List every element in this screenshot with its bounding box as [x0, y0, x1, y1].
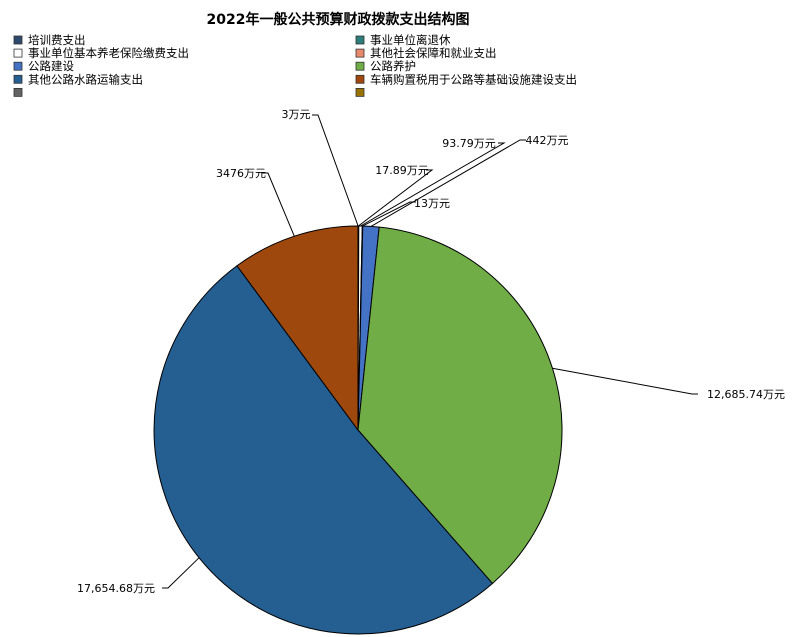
legend-swatch-6 — [13, 74, 23, 84]
leader-line-0 — [312, 114, 359, 227]
pie-slices — [153, 225, 563, 635]
data-label-2: 93.79万元 — [442, 137, 496, 150]
data-label-6: 17,654.68万元 — [77, 582, 155, 595]
pie-slice-6 — [153, 265, 494, 635]
leader-line-1 — [358, 169, 434, 227]
leader-line-5 — [552, 367, 698, 395]
data-label-5: 12,685.74万元 — [707, 388, 785, 401]
legend-label-1: 事业单位离退休 — [370, 33, 451, 47]
legend-swatch-5 — [355, 61, 365, 71]
legend-label-3: 其他社会保障和就业支出 — [370, 46, 497, 60]
legend-swatch-2 — [13, 48, 23, 58]
legend-label-5: 公路养护 — [370, 59, 416, 73]
legend-swatch-9 — [355, 88, 365, 97]
legend-label-0: 培训费支出 — [28, 33, 86, 47]
legend-swatch-0 — [13, 35, 23, 45]
legend-label-4: 公路建设 — [28, 59, 74, 73]
data-labels: 3万元 17.89万元 93.79万元 13万元 442万元 12,685.74万元 17,… — [77, 108, 785, 595]
legend-label-6: 其他公路水路运输支出 — [28, 72, 143, 86]
legend-swatch-1 — [355, 35, 365, 45]
data-label-3: 13万元 — [414, 197, 450, 210]
data-label-1: 17.89万元 — [375, 164, 429, 177]
chart-title: 2022年一般公共预算财政拨款支出结构图 — [207, 11, 470, 28]
leader-line-2 — [360, 142, 506, 227]
leader-line-6 — [162, 557, 200, 589]
legend-swatch-3 — [355, 48, 365, 58]
legend-swatch-4 — [13, 61, 23, 71]
legend-label-2: 事业单位基本养老保险缴费支出 — [28, 46, 189, 60]
legend-label-7: 车辆购置税用于公路等基础设施建设支出 — [370, 72, 577, 86]
leader-line-3 — [362, 201, 416, 227]
leader-line-4 — [370, 139, 526, 227]
leader-line-7 — [262, 172, 295, 237]
data-label-7: 3476万元 — [216, 167, 266, 180]
legend-swatch-8 — [13, 88, 23, 97]
legend-swatch-7 — [355, 74, 365, 84]
data-label-0: 3万元 — [282, 108, 311, 121]
data-label-4: 442万元 — [526, 134, 569, 147]
pie-slice-7 — [236, 225, 359, 432]
